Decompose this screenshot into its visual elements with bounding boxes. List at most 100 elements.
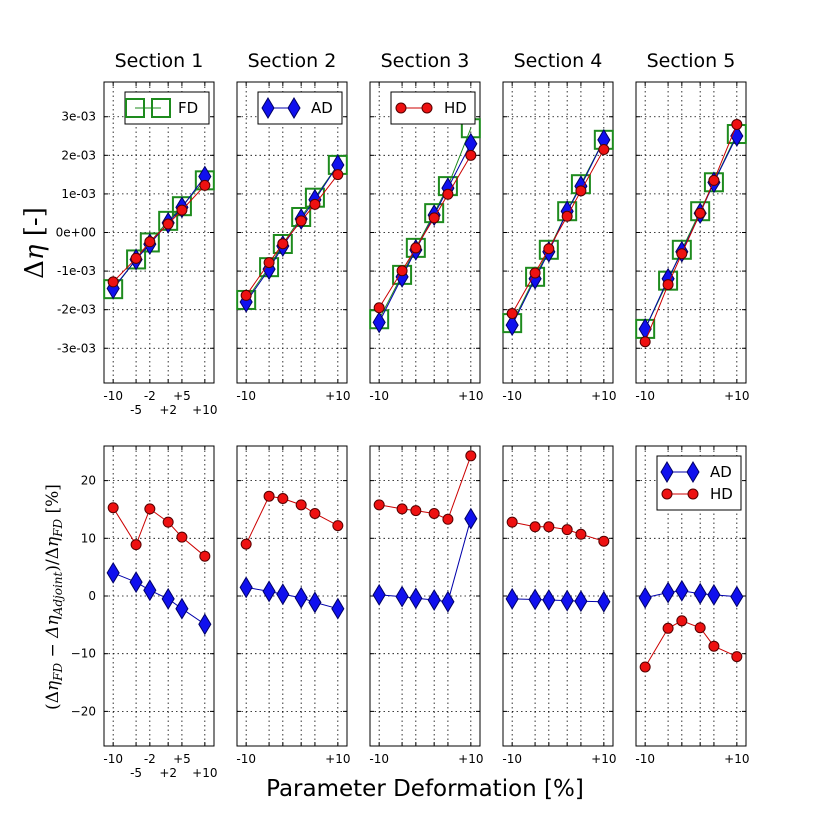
ad-point bbox=[528, 588, 542, 611]
hd-line bbox=[112, 507, 206, 557]
y-tick-label: 1e-03 bbox=[61, 187, 96, 201]
y-tick-label: 0e+00 bbox=[56, 226, 96, 240]
top-panel-1: Section 1 -3e-03 -2e-03 -1e-03 0e+00 1e-03 2e-… bbox=[56, 50, 218, 417]
y-tick-label: 0 bbox=[88, 589, 96, 603]
hd-point bbox=[277, 238, 289, 250]
panel-title: Section 2 bbox=[248, 50, 337, 72]
grid-lines bbox=[370, 446, 480, 746]
series-ad bbox=[372, 507, 478, 613]
series-fd bbox=[369, 118, 481, 330]
hd-point bbox=[598, 144, 610, 156]
hd-point bbox=[694, 622, 706, 634]
panel-title: Section 5 bbox=[647, 50, 736, 72]
hd-line bbox=[644, 124, 738, 342]
x-tick-label: +2 bbox=[159, 766, 177, 780]
ad-point bbox=[372, 583, 386, 606]
x-tick-label: +10 bbox=[192, 403, 217, 417]
ad-point bbox=[239, 576, 253, 599]
legend-label: HD bbox=[444, 99, 467, 117]
hd-point bbox=[176, 531, 188, 543]
hd-point bbox=[731, 651, 743, 663]
x-tick-label: -10 bbox=[635, 752, 655, 766]
ad-line bbox=[645, 590, 737, 599]
hd-point bbox=[561, 210, 573, 222]
ad-point bbox=[560, 589, 574, 612]
ad-point bbox=[707, 583, 721, 606]
legend-marker-hd bbox=[661, 488, 673, 500]
ad-point bbox=[372, 311, 386, 334]
ad-point bbox=[175, 597, 189, 620]
panel-title: Section 4 bbox=[514, 50, 603, 72]
x-tick-label: -10 bbox=[635, 389, 655, 403]
grid-lines bbox=[503, 446, 613, 746]
series-hd bbox=[506, 144, 610, 320]
hd-point bbox=[144, 503, 156, 515]
hd-point bbox=[277, 493, 289, 504]
legend-marker-hd bbox=[395, 102, 407, 114]
x-tick-label: -5 bbox=[130, 766, 142, 780]
hd-point bbox=[199, 179, 211, 191]
top-panel-2: Section 2 -10 +10 AD bbox=[236, 50, 350, 403]
series-ad bbox=[505, 587, 611, 613]
ad-point bbox=[574, 590, 588, 613]
hd-point bbox=[162, 516, 174, 528]
bottom-panel-3: -10 +10 bbox=[369, 445, 483, 766]
hd-point bbox=[639, 661, 651, 673]
top-panel-3: Section 3 -10 +10 HD bbox=[369, 50, 483, 403]
x-tick-label: -10 bbox=[236, 752, 256, 766]
hd-line bbox=[644, 620, 738, 668]
hd-point bbox=[263, 490, 275, 502]
hd-point bbox=[410, 242, 422, 254]
x-tick-label: +10 bbox=[325, 752, 350, 766]
hd-point bbox=[676, 615, 688, 627]
x-tick-label: -10 bbox=[103, 389, 123, 403]
y-tick-label: -3e-03 bbox=[57, 341, 96, 355]
ad-point bbox=[395, 585, 409, 608]
ad-line bbox=[246, 586, 338, 610]
legend-marker-fd bbox=[125, 98, 145, 118]
ad-point bbox=[308, 591, 322, 614]
hd-point bbox=[676, 248, 688, 260]
ad-point bbox=[129, 571, 143, 594]
bottom-panel-2: -10 +10 bbox=[236, 445, 350, 766]
hd-point bbox=[465, 149, 477, 161]
x-tick-label: -10 bbox=[502, 389, 522, 403]
ad-point bbox=[505, 314, 519, 337]
series-ad bbox=[106, 561, 212, 636]
panels: Section 1 -3e-03 -2e-03 -1e-03 0e+00 1e-03 2e-… bbox=[56, 50, 750, 780]
y-tick-label: −20 bbox=[71, 704, 96, 718]
ad-point bbox=[505, 587, 519, 610]
series-ad bbox=[239, 576, 345, 620]
hd-point bbox=[465, 450, 477, 462]
panel-title: Section 1 bbox=[115, 50, 204, 72]
y-tick-label: −10 bbox=[71, 647, 96, 661]
y-tick-label: 20 bbox=[81, 474, 96, 488]
x-tick-label: +10 bbox=[458, 752, 483, 766]
hd-point bbox=[506, 308, 518, 320]
hd-point bbox=[295, 499, 307, 511]
y-tick-label: 3e-03 bbox=[61, 110, 96, 124]
hd-point bbox=[144, 236, 156, 248]
ad-point bbox=[693, 582, 707, 605]
hd-point bbox=[107, 276, 119, 288]
legend-label: HD bbox=[710, 485, 733, 503]
x-tick-label: -10 bbox=[103, 752, 123, 766]
hd-point bbox=[694, 207, 706, 219]
hd-point bbox=[309, 508, 321, 519]
x-tick-label: -10 bbox=[369, 389, 389, 403]
ad-point bbox=[143, 579, 157, 602]
top-panel-5: Section 5 -10 +10 bbox=[635, 50, 749, 403]
y-tick-label: 10 bbox=[81, 531, 96, 545]
hd-point bbox=[373, 302, 385, 314]
ad-point bbox=[597, 590, 611, 613]
x-axis-label: Parameter Deformation [%] bbox=[266, 776, 584, 802]
hd-point bbox=[506, 516, 518, 528]
series-hd bbox=[107, 179, 211, 288]
legend-label: AD bbox=[311, 99, 333, 117]
x-tick-label: -10 bbox=[502, 752, 522, 766]
series-hd bbox=[373, 450, 477, 525]
hd-point bbox=[240, 538, 252, 550]
x-tick-label: +10 bbox=[724, 389, 749, 403]
hd-point bbox=[708, 640, 720, 652]
